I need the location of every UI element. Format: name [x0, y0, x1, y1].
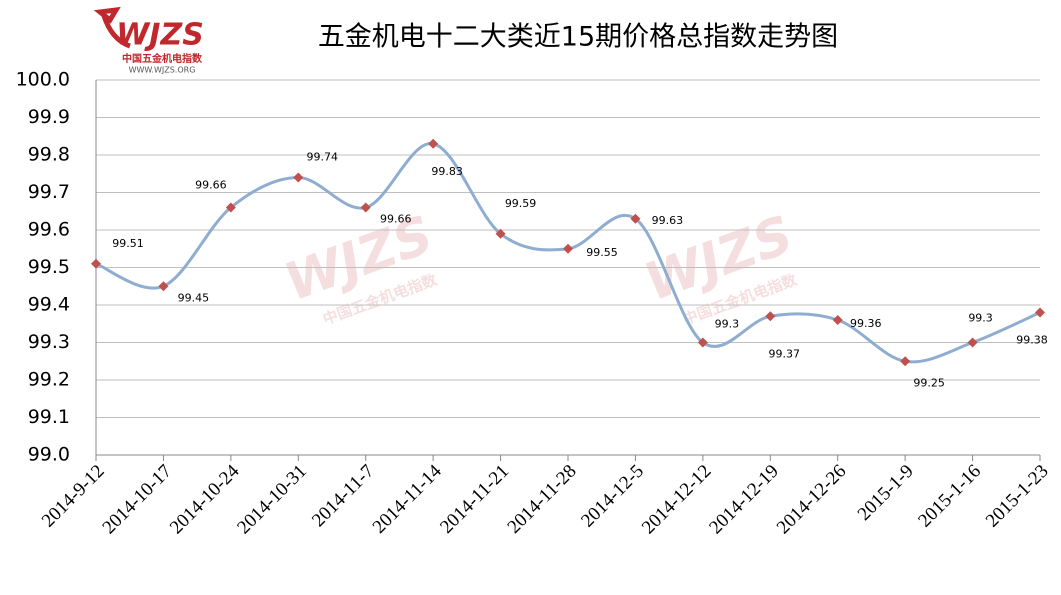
x-tick-label: 2014-9-12 [38, 461, 109, 532]
x-tick-label: 2015-1-16 [914, 461, 985, 532]
data-point [630, 213, 641, 224]
data-point [225, 202, 236, 213]
logo-url: WWW.WJZS.ORG [129, 66, 196, 75]
x-tick-label: 2014-10-31 [233, 461, 311, 539]
data-label: 99.83 [431, 165, 463, 178]
data-label: 99.37 [769, 347, 801, 360]
data-label: 99.3 [715, 318, 740, 331]
x-tick-label: 2014-12-12 [638, 461, 716, 539]
data-label: 99.59 [505, 197, 537, 210]
x-tick-label: 2014-12-19 [705, 461, 783, 539]
x-tick-label: 2014-12-26 [773, 461, 851, 539]
data-point [900, 356, 911, 367]
data-point [428, 138, 439, 149]
data-point [1035, 307, 1045, 318]
y-tick-label: 99.9 [28, 106, 70, 128]
x-tick-label: 2014-12-5 [577, 461, 648, 532]
x-tick-label: 2014-11-21 [436, 461, 513, 538]
data-label: 99.51 [112, 237, 144, 250]
data-point [832, 315, 843, 325]
data-label: 99.74 [307, 151, 339, 164]
y-tick-label: 99.4 [28, 294, 70, 316]
x-tick-label: 2014-10-17 [99, 461, 177, 539]
y-tick-label: 99.3 [28, 331, 70, 353]
data-label: 99.25 [913, 376, 945, 389]
y-tick-label: 99.8 [28, 144, 70, 166]
y-tick-label: 99.7 [28, 181, 70, 203]
y-tick-label: 99.2 [28, 369, 70, 391]
data-point [563, 243, 573, 254]
x-tick-label: 2014-11-28 [504, 461, 581, 538]
y-tick-label: 99.0 [28, 444, 70, 466]
data-label: 99.66 [380, 213, 412, 226]
data-label: 99.36 [850, 317, 882, 330]
data-label: 99.3 [968, 312, 993, 325]
chart-title: 五金机电十二大类近15期价格总指数走势图 [318, 22, 838, 53]
data-point [967, 337, 978, 348]
logo: WJZS 中国五金机电指数 WWW.WJZS.ORG [93, 6, 204, 75]
data-point [495, 228, 506, 239]
x-tick-label: 2014-11-7 [308, 461, 378, 531]
data-point [158, 281, 169, 292]
data-point [293, 172, 304, 183]
data-point [697, 337, 708, 348]
watermark: WJZS 中国五金机电指数 WJZS 中国五金机电指数 [277, 205, 800, 328]
logo-arrow [93, 6, 131, 49]
data-label: 99.55 [586, 246, 618, 259]
data-label: 99.38 [1016, 334, 1048, 347]
data-label: 99.45 [178, 291, 210, 304]
data-label: 99.66 [195, 179, 227, 192]
data-point [360, 202, 371, 213]
y-tick-label: 99.5 [28, 256, 70, 278]
data-label: 99.63 [652, 214, 684, 227]
x-tick-label: 2015-1-9 [854, 461, 918, 525]
y-tick-label: 100.0 [16, 69, 70, 91]
x-tick-label: 2014-11-14 [369, 460, 446, 537]
x-tick-label: 2015-1-23 [982, 461, 1053, 532]
y-tick-label: 99.1 [28, 406, 70, 428]
data-point [91, 258, 101, 269]
logo-mark: WJZS [116, 18, 204, 53]
x-tick-label: 2014-10-24 [166, 460, 244, 538]
data-point [765, 311, 776, 322]
y-tick-label: 99.6 [28, 219, 70, 241]
logo-name: 中国五金机电指数 [122, 52, 203, 65]
